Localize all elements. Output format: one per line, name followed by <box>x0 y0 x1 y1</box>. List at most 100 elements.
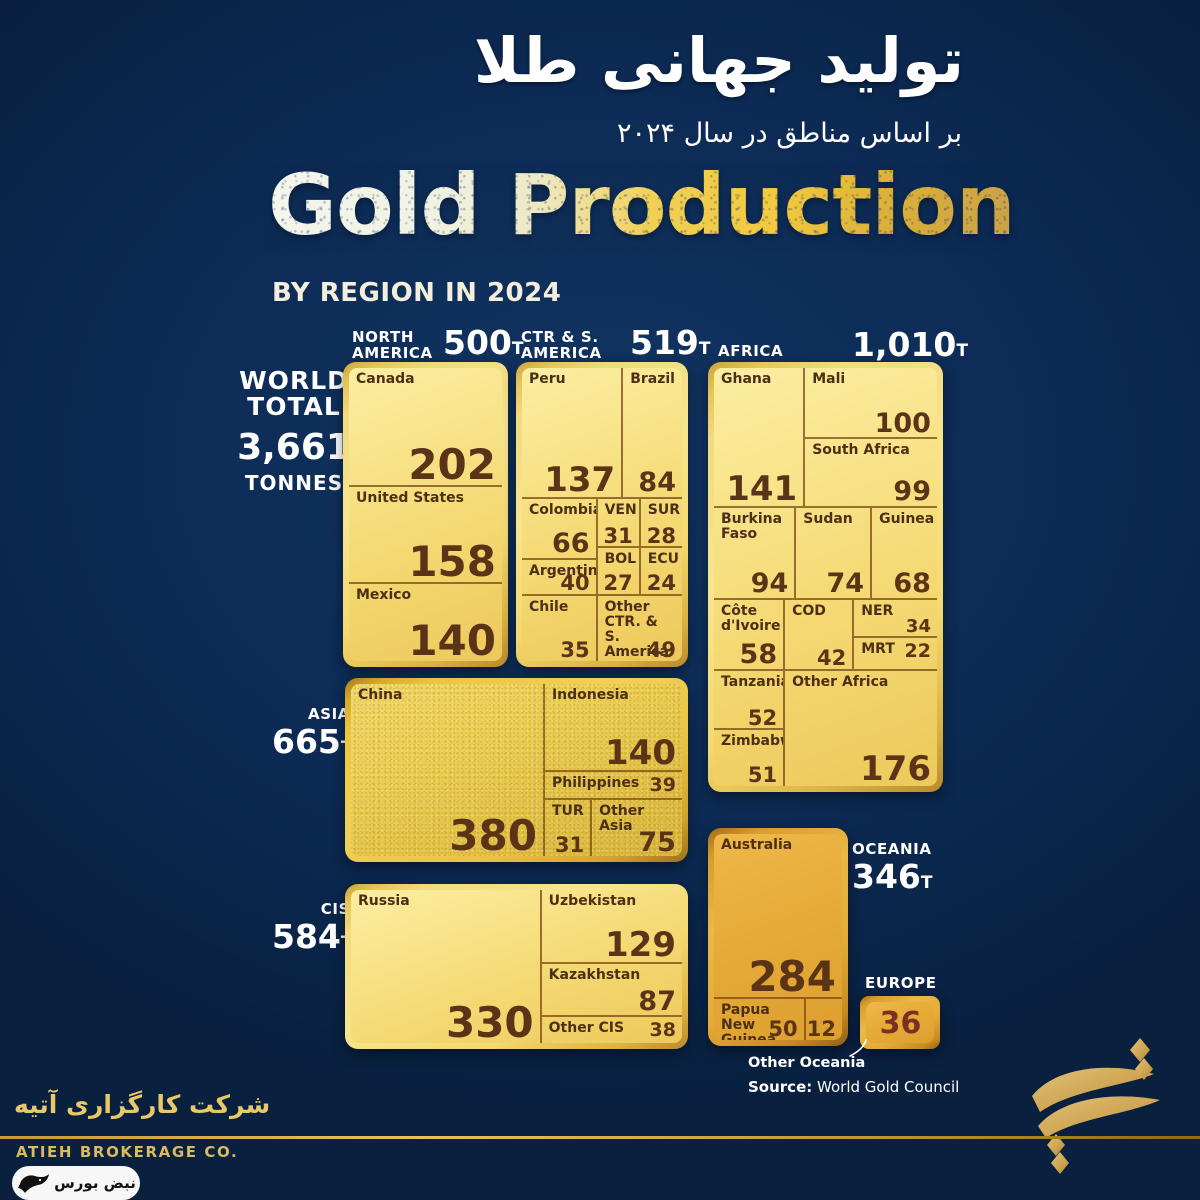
cell-ghana[interactable]: Ghana 141 <box>714 368 803 506</box>
cell-label-sudan: Sudan <box>803 510 853 527</box>
cell-philippines[interactable]: Philippines 39 <box>544 770 682 798</box>
treemap-cis[interactable]: Russia 330 Uzbekistan 129 Kazakhstan 87 … <box>345 884 688 1049</box>
cell-ner[interactable]: NER 34 <box>854 600 937 636</box>
region-header-north-america: NORTH AMERICA <box>352 329 512 362</box>
cell-china[interactable]: China 380 <box>351 684 543 856</box>
cell-peru[interactable]: Peru 137 <box>522 368 621 497</box>
cell-label-other-asia: Other Asia <box>599 802 645 834</box>
calligraphy-watermark-icon <box>1032 1038 1160 1174</box>
world-total: WORLD TOTAL 3,661 TONNES <box>232 366 356 494</box>
cell-value-russia: 330 <box>445 997 534 1043</box>
cell-label-bol: BOL <box>604 551 637 568</box>
region-total-africa: 1,010T <box>852 327 968 363</box>
treemap-africa[interactable]: Ghana 141 Mali 100 South Africa 99 <box>708 362 943 792</box>
cell-value-other-ctr-s-america: 49 <box>646 638 676 661</box>
world-total-label-1: WORLD <box>239 366 349 395</box>
cell-united-states[interactable]: United States 158 <box>349 485 502 582</box>
cell-mexico[interactable]: Mexico 140 <box>349 581 502 661</box>
treemap-oceania[interactable]: Australia 284 Papua New Guinea 50 12 <box>708 828 848 1046</box>
cell-other-ctr-s-america[interactable]: Other CTR. & S. America 49 <box>595 595 682 661</box>
cell-label-other-africa: Other Africa <box>792 673 889 690</box>
cell-cod[interactable]: COD 42 <box>783 599 852 669</box>
cell-other-cis[interactable]: Other CIS 38 <box>541 1015 682 1043</box>
cell-label-south-africa: South Africa <box>812 441 910 458</box>
cell-value-sudan: 74 <box>826 568 865 598</box>
logo-badge[interactable]: نبض بورس <box>12 1166 140 1200</box>
cell-label-mrt: MRT <box>861 640 895 657</box>
region-unit-ctr-s-america: T <box>698 339 711 359</box>
cell-other-oceania[interactable]: 12 <box>803 998 842 1040</box>
cell-ven[interactable]: VEN 31 <box>598 499 639 546</box>
cell-label-russia: Russia <box>358 893 410 909</box>
treemap-ctr-s-america[interactable]: Peru 137 Brazil 84 Colombia 66 Argentina <box>516 362 688 667</box>
cell-value-kazakhstan: 87 <box>638 986 676 1016</box>
cell-label-tur: TUR <box>551 802 584 819</box>
cell-value-ecu: 24 <box>646 571 676 594</box>
source-value: World Gold Council <box>817 1078 960 1096</box>
cell-value-ven: 31 <box>603 523 633 547</box>
cell-label-guinea: Guinea <box>879 510 935 527</box>
cell-tanzania[interactable]: Tanzania 52 <box>714 671 783 729</box>
cell-label-mali: Mali <box>812 371 846 387</box>
cell-cote-divoire[interactable]: Côte d'Ivoire 58 <box>714 600 783 669</box>
source-label: Source: <box>748 1078 813 1096</box>
cell-value-other-africa: 176 <box>860 748 931 786</box>
region-unit-oceania: T <box>920 872 933 893</box>
region-header-europe: EUROPE <box>865 974 937 992</box>
cell-ecu[interactable]: ECU 24 <box>640 546 682 594</box>
cell-europe[interactable]: 36 <box>866 1002 934 1043</box>
world-total-label-2: TOTAL <box>247 392 341 422</box>
bull-icon <box>18 1174 50 1193</box>
region-name-europe: EUROPE <box>865 974 937 992</box>
cell-label-ghana: Ghana <box>721 371 772 387</box>
cell-value-burkina-faso: 94 <box>750 568 789 598</box>
cell-zimbabwe[interactable]: Zimbabwe 51 <box>714 728 784 786</box>
treemap-europe[interactable]: 36 <box>860 996 940 1049</box>
cell-value-philippines: 39 <box>649 774 676 796</box>
cell-value-australia: 284 <box>748 951 836 997</box>
cell-sudan[interactable]: Sudan 74 <box>794 507 870 598</box>
region-header-africa: AFRICA <box>718 343 783 360</box>
cell-uzbekistan[interactable]: Uzbekistan 129 <box>542 890 682 962</box>
cell-value-chile: 35 <box>560 638 590 661</box>
cell-brazil[interactable]: Brazil 84 <box>621 368 682 497</box>
region-name-oceania: OCEANIA <box>852 840 932 858</box>
cell-sur[interactable]: SUR 28 <box>641 499 682 546</box>
cell-value-mrt: 22 <box>904 639 931 662</box>
cell-russia[interactable]: Russia 330 <box>351 890 540 1043</box>
treemap-north-america[interactable]: Canada 202 United States 158 Mexico 140 <box>343 362 508 667</box>
cell-south-africa[interactable]: South Africa 99 <box>805 436 937 506</box>
cell-tur[interactable]: TUR 31 <box>545 800 590 856</box>
region-unit-north-america: T <box>511 339 524 359</box>
cell-label-other-cis: Other CIS <box>548 1020 625 1037</box>
cell-label-ven: VEN <box>604 501 637 518</box>
cell-indonesia[interactable]: Indonesia 140 <box>545 684 682 770</box>
cell-argentina[interactable]: Argentina 40 <box>522 557 596 594</box>
cell-kazakhstan[interactable]: Kazakhstan 87 <box>541 961 682 1016</box>
cell-bol[interactable]: BOL 27 <box>597 546 639 593</box>
cell-guinea[interactable]: Guinea 68 <box>870 507 937 598</box>
cell-papua-new-guinea[interactable]: Papua New Guinea 50 <box>714 999 804 1040</box>
cell-burkina-faso[interactable]: Burkina Faso 94 <box>714 508 794 598</box>
cell-australia[interactable]: Australia 284 <box>714 834 842 997</box>
cell-canada[interactable]: Canada 202 <box>349 368 502 485</box>
region-name-ctr-s-america-l2: AMERICA <box>521 343 602 362</box>
region-unit-africa: T <box>956 341 968 361</box>
cell-chile[interactable]: Chile 35 <box>522 596 596 661</box>
cell-other-africa[interactable]: Other Africa 176 <box>783 670 937 786</box>
cell-label-kazakhstan: Kazakhstan <box>548 966 641 983</box>
cell-value-sur: 28 <box>646 523 676 547</box>
cell-colombia[interactable]: Colombia 66 <box>522 499 596 558</box>
cell-value-argentina: 40 <box>560 571 590 594</box>
region-total-ctr-s-america: 519T <box>630 325 711 361</box>
cell-label-cod: COD <box>792 602 826 619</box>
cell-mrt[interactable]: MRT 22 <box>854 635 937 669</box>
cell-label-sur: SUR <box>647 501 681 518</box>
treemap-asia[interactable]: China 380 Indonesia 140 Philippines 39 T… <box>345 678 688 862</box>
cell-mali[interactable]: Mali 100 <box>805 368 937 437</box>
cell-other-asia[interactable]: Other Asia 75 <box>590 799 682 856</box>
region-name-cis: CIS <box>320 900 350 918</box>
cell-label-brazil: Brazil <box>630 371 675 387</box>
cell-label-colombia: Colombia <box>529 501 596 518</box>
